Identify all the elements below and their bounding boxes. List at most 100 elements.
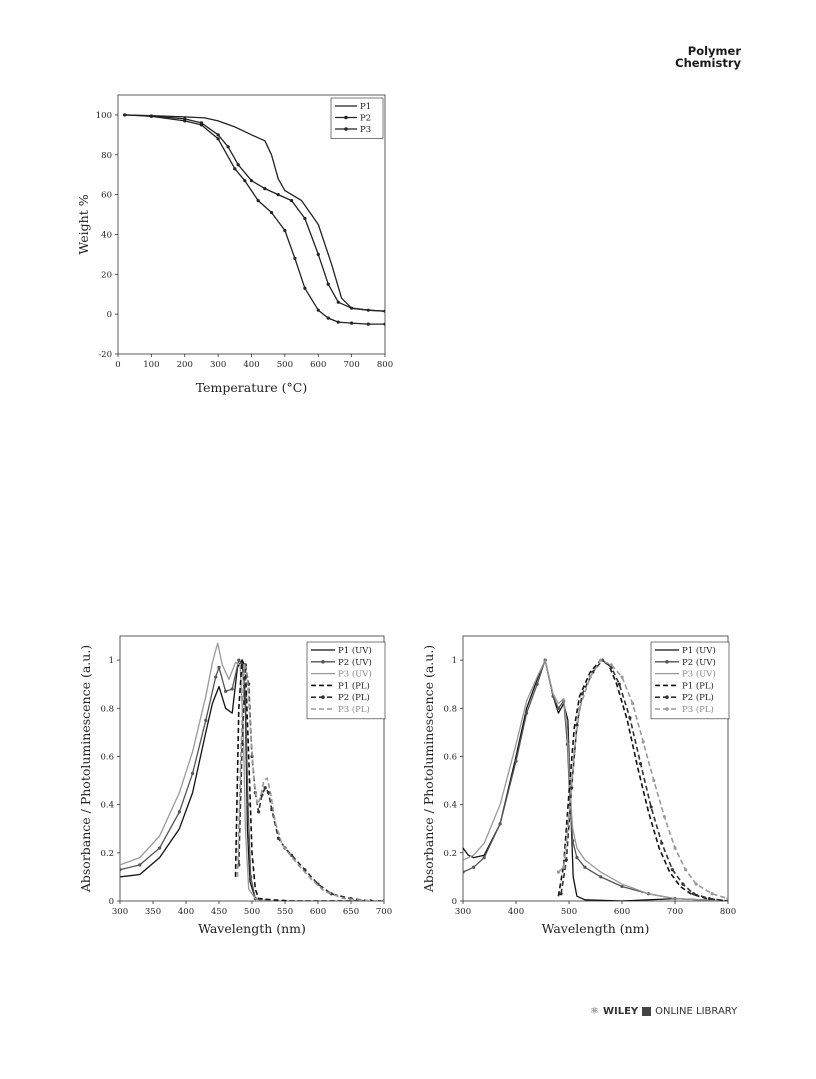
legend-marker xyxy=(344,115,348,120)
data-point xyxy=(149,114,153,118)
wiley-logo-icon: ⚛ xyxy=(590,1006,599,1017)
x-tick-label: 300 xyxy=(455,907,471,917)
library-name: ONLINE LIBRARY xyxy=(655,1006,738,1017)
data-point xyxy=(249,179,254,183)
data-point xyxy=(535,682,539,686)
data-point xyxy=(691,892,696,896)
data-point xyxy=(463,870,465,874)
data-point xyxy=(638,762,643,766)
data-point xyxy=(472,865,476,869)
series-p1-pl xyxy=(234,659,384,901)
data-point xyxy=(276,836,280,840)
x-tick-label: 550 xyxy=(277,907,293,917)
data-point xyxy=(694,882,698,886)
data-point xyxy=(269,210,274,215)
y-tick-label: 0 xyxy=(109,897,114,907)
data-point xyxy=(243,179,247,183)
legend-label: P3 (UV) xyxy=(682,669,716,680)
legend-label: P3 (UV) xyxy=(338,669,372,680)
data-point xyxy=(570,786,574,790)
series-line xyxy=(463,659,728,901)
legend-label: P1 (PL) xyxy=(682,680,714,691)
series-p2 xyxy=(123,113,385,313)
data-point xyxy=(383,322,385,326)
y-tick-label: -20 xyxy=(98,350,112,360)
legend-label: P2 (UV) xyxy=(338,657,372,668)
series-p3-pl xyxy=(236,661,384,901)
data-point xyxy=(120,868,122,872)
tga-chart: 0 100 200 300 400 500 600 700 800 -20 0 20 40 60 80 100… xyxy=(70,88,400,398)
data-point xyxy=(217,665,221,669)
series-line xyxy=(124,114,385,312)
data-point xyxy=(204,718,208,722)
data-point xyxy=(158,846,162,850)
legend-box xyxy=(330,97,384,139)
data-point xyxy=(609,663,613,667)
series-p1 xyxy=(124,114,385,312)
y-tick-label: 80 xyxy=(101,151,112,161)
uv-pl-film-chart: 300 400 500 600 700 800 0 0.2 0.4 0.6 0.8 1 Waveleng… xyxy=(415,628,750,948)
data-point xyxy=(177,810,181,814)
data-point xyxy=(257,810,261,814)
data-point xyxy=(588,675,592,679)
series-line xyxy=(560,659,728,901)
legend-marker xyxy=(665,707,669,711)
data-point xyxy=(138,863,142,867)
data-point xyxy=(617,682,621,686)
data-point xyxy=(326,316,330,320)
data-point xyxy=(289,198,294,203)
legend-marker xyxy=(665,695,669,699)
legend-label: P2 (UV) xyxy=(682,657,716,668)
data-point xyxy=(559,892,563,896)
x-tick-label: 500 xyxy=(277,360,293,370)
y-tick-label: 0.2 xyxy=(100,849,114,859)
uv-pl-film-chart-svg: 300 400 500 600 700 800 0 0.2 0.4 0.6 0.8 1 Waveleng… xyxy=(421,635,736,936)
data-point xyxy=(564,858,568,862)
data-point xyxy=(583,865,587,869)
x-tick-label: 400 xyxy=(508,907,524,917)
series-line xyxy=(234,659,384,901)
series-line xyxy=(557,659,728,901)
legend-label: P1 (UV) xyxy=(338,645,372,656)
legend-marker xyxy=(321,695,325,699)
x-tick-label: 600 xyxy=(614,907,630,917)
y-tick-label: 60 xyxy=(101,191,112,201)
data-point xyxy=(263,786,267,790)
x-tick-label: 800 xyxy=(720,907,736,917)
data-point xyxy=(567,815,571,819)
plot-frame xyxy=(462,635,729,902)
data-point xyxy=(293,256,297,260)
legend-label: P1 (UV) xyxy=(682,645,716,656)
series-p3-pl xyxy=(556,658,728,901)
legend-label: P3 xyxy=(360,125,371,135)
data-point xyxy=(670,868,674,872)
data-point xyxy=(580,692,584,696)
series-p3-uv xyxy=(120,642,266,901)
data-point xyxy=(681,882,685,886)
x-tick-label: 600 xyxy=(310,360,326,370)
x-tick-label: 700 xyxy=(376,907,392,917)
data-point xyxy=(246,803,250,807)
series-p3-uv xyxy=(463,659,728,901)
y-tick-label: 40 xyxy=(101,230,112,240)
x-tick-label: 700 xyxy=(667,907,683,917)
y-tick-label: 0.6 xyxy=(443,752,457,762)
data-point xyxy=(224,689,228,694)
x-tick-label: 650 xyxy=(343,907,359,917)
data-point xyxy=(571,839,575,843)
x-tick-label: 350 xyxy=(145,907,161,917)
data-point xyxy=(562,865,566,869)
data-point xyxy=(216,133,220,137)
series-p1-pl xyxy=(557,659,728,901)
data-point xyxy=(233,167,237,171)
data-point xyxy=(620,675,624,679)
x-tick-label: 400 xyxy=(243,360,259,370)
data-point xyxy=(316,252,320,256)
journal-name-line2: Chemistry xyxy=(675,56,741,70)
data-point xyxy=(256,198,260,203)
y-tick-label: 1 xyxy=(109,656,114,666)
legend-box xyxy=(306,641,386,720)
y-tick-label: 1 xyxy=(452,656,457,666)
series-line xyxy=(557,659,728,900)
legend-label: P2 xyxy=(360,114,371,124)
